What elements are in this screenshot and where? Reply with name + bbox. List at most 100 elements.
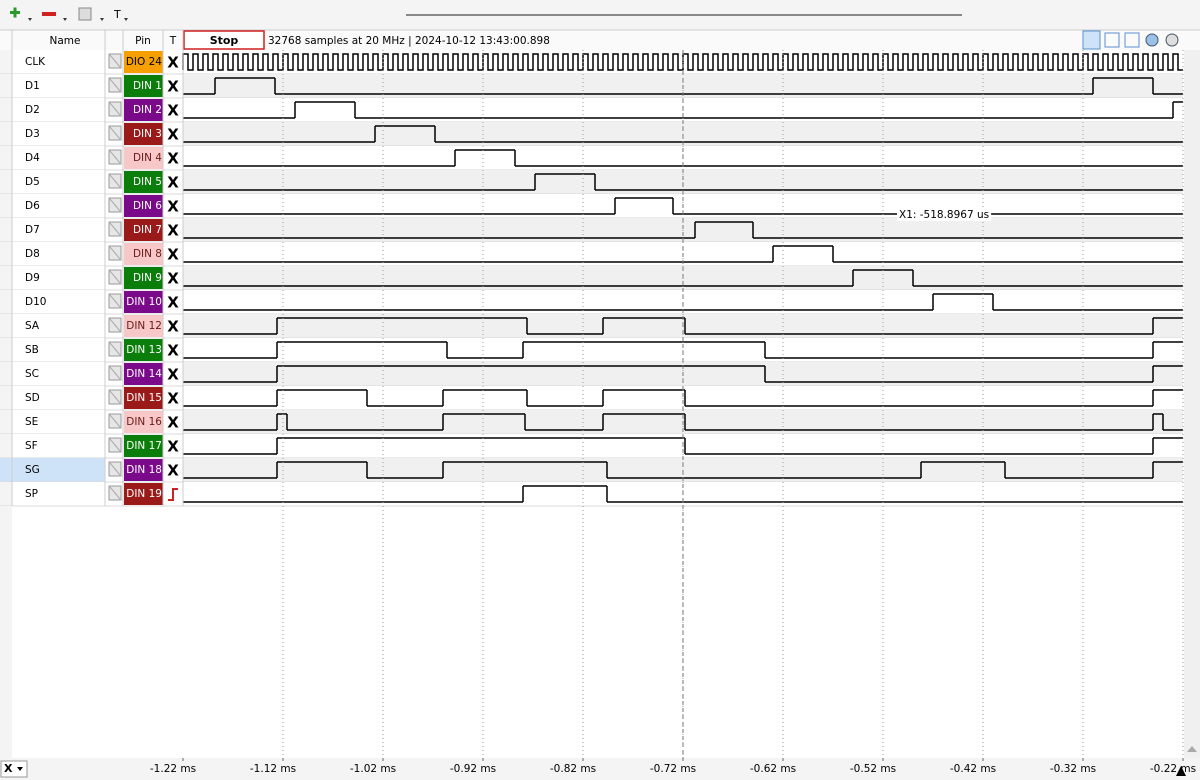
decoder-icon-slash <box>109 78 121 92</box>
name-cell[interactable] <box>12 218 105 242</box>
trigger-mode[interactable]: X <box>167 438 179 456</box>
pin-badge <box>124 291 163 313</box>
trigger-mode[interactable]: X <box>167 126 179 144</box>
decoder-icon-slash <box>109 462 121 476</box>
channel-name[interactable]: SD <box>25 392 40 404</box>
name-cell[interactable] <box>12 74 105 98</box>
decoder-icon-slash <box>109 246 121 260</box>
x-tick-label: -0.22 ms <box>1150 763 1196 775</box>
name-cell[interactable] <box>12 122 105 146</box>
pin-badge <box>124 171 163 193</box>
channel-name[interactable]: SB <box>25 344 39 356</box>
name-cell[interactable] <box>12 338 105 362</box>
trigger-mode[interactable]: X <box>167 462 179 480</box>
cursor-selector-label[interactable]: X <box>4 762 13 775</box>
name-cell[interactable] <box>12 146 105 170</box>
channel-name[interactable]: D1 <box>25 80 40 92</box>
name-cell[interactable] <box>12 194 105 218</box>
name-header: Name <box>50 35 81 47</box>
name-cell[interactable] <box>12 386 105 410</box>
channel-name[interactable]: SG <box>25 464 40 476</box>
decoder-icon-slash <box>109 174 121 188</box>
trigger-rising[interactable] <box>168 488 178 501</box>
cursor-marker[interactable] <box>1176 766 1186 776</box>
axis-bar <box>0 758 1200 780</box>
name-cell[interactable] <box>12 266 105 290</box>
channel-name[interactable]: D6 <box>25 200 40 212</box>
cursor-selector[interactable] <box>0 760 28 778</box>
trigger-mode[interactable]: X <box>167 294 179 312</box>
channel-name[interactable]: D2 <box>25 104 40 116</box>
channel-name[interactable]: D5 <box>25 176 40 188</box>
name-cell[interactable] <box>12 434 105 458</box>
name-cell[interactable] <box>12 482 105 506</box>
pin-label: DIN 17 <box>126 440 162 452</box>
row-gutter <box>0 338 12 362</box>
view-tools[interactable] <box>1082 30 1179 50</box>
channel-name[interactable]: SC <box>25 368 39 380</box>
row-gutter <box>0 170 12 194</box>
scrollbar[interactable] <box>1184 50 1200 758</box>
stop-label[interactable]: Stop <box>210 34 239 47</box>
channel-name[interactable]: D7 <box>25 224 40 236</box>
row-gutter <box>0 74 12 98</box>
channel-name[interactable]: CLK <box>25 56 46 68</box>
row-gutter <box>0 218 12 242</box>
x-tick-label: -0.32 ms <box>1050 763 1096 775</box>
pin-badge <box>124 243 163 265</box>
channel-name[interactable]: D3 <box>25 128 40 140</box>
name-cell[interactable] <box>12 314 105 338</box>
channel-name[interactable]: SF <box>25 440 38 452</box>
scroll-arrow[interactable] <box>1187 746 1197 752</box>
trigger-mode[interactable]: X <box>167 366 179 384</box>
name-cell[interactable] <box>12 290 105 314</box>
trigger-mode[interactable]: X <box>167 198 179 216</box>
name-cell[interactable] <box>12 50 105 74</box>
channel-name[interactable]: SP <box>25 488 38 500</box>
pin-badge <box>124 339 163 361</box>
name-cell[interactable] <box>12 458 105 482</box>
x-tick-label: -0.62 ms <box>750 763 796 775</box>
channel-name[interactable]: D10 <box>25 296 46 308</box>
channel-name[interactable]: D8 <box>25 248 40 260</box>
trigger-mode[interactable]: X <box>167 54 179 72</box>
trigger-mode[interactable]: X <box>167 222 179 240</box>
trigger-mode[interactable]: X <box>167 318 179 336</box>
gutter-empty <box>0 506 12 758</box>
text-tool-arrow[interactable] <box>124 18 128 21</box>
trigger-mode[interactable]: X <box>167 78 179 96</box>
trigger-mode[interactable]: X <box>167 246 179 264</box>
trigger-mode[interactable]: X <box>167 174 179 192</box>
channel-name[interactable]: D4 <box>25 152 40 164</box>
name-cell[interactable] <box>12 170 105 194</box>
row-gutter <box>0 290 12 314</box>
pin-label: DIN 2 <box>133 104 162 116</box>
pin-badge <box>124 99 163 121</box>
stop-button[interactable] <box>183 30 265 50</box>
text-tool[interactable]: T <box>113 8 121 21</box>
name-cell[interactable] <box>12 410 105 434</box>
pin-badge <box>124 411 163 433</box>
decoder-icon-slash <box>109 102 121 116</box>
name-cell[interactable] <box>12 362 105 386</box>
row-gutter <box>0 50 12 74</box>
trigger-mode[interactable]: X <box>167 342 179 360</box>
trigger-header: T <box>169 35 177 47</box>
pin-label: DIN 18 <box>126 464 162 476</box>
channel-name[interactable]: SE <box>25 416 38 428</box>
add-button[interactable] <box>10 7 32 22</box>
trigger-mode[interactable]: X <box>167 102 179 120</box>
name-cell[interactable] <box>12 98 105 122</box>
channel-name[interactable]: D9 <box>25 272 40 284</box>
trigger-mode[interactable]: X <box>167 414 179 432</box>
channel-name[interactable]: SA <box>25 320 40 332</box>
trigger-mode[interactable]: X <box>167 150 179 168</box>
trigger-mode[interactable]: X <box>167 270 179 288</box>
decoder-button[interactable] <box>78 7 104 21</box>
trigger-mode[interactable]: X <box>167 390 179 408</box>
cursor-selector-arrow[interactable] <box>17 767 23 771</box>
pin-badge <box>124 51 163 73</box>
name-cell[interactable] <box>12 242 105 266</box>
remove-button[interactable] <box>42 12 67 21</box>
row-gutter <box>0 458 12 482</box>
